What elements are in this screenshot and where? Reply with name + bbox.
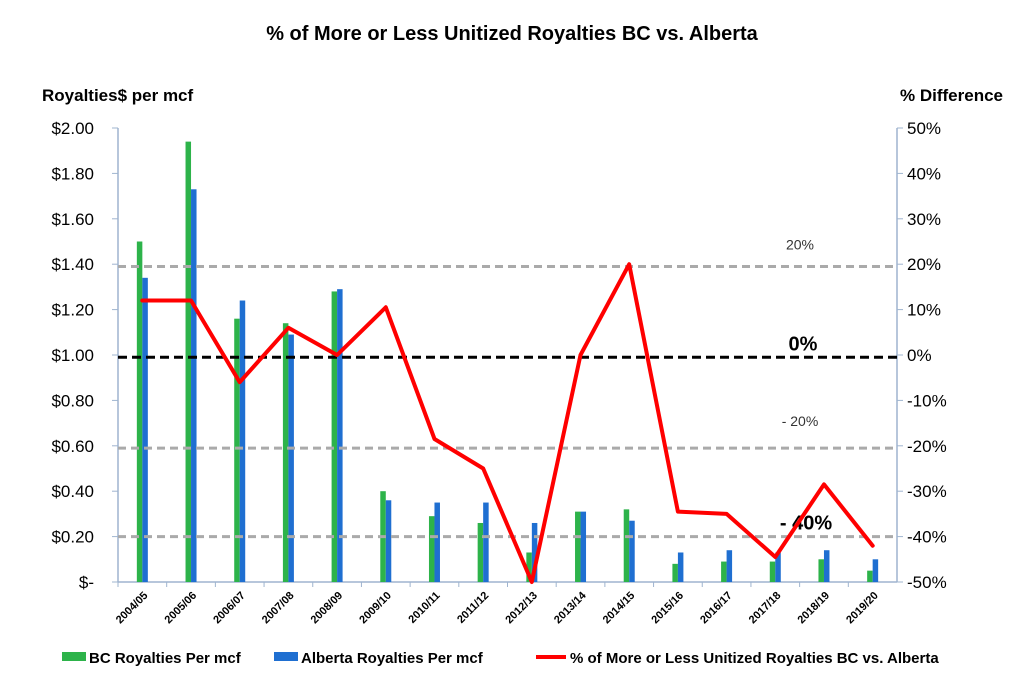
plot-area: $- $0.20 $0.40 $0.60 $0.80 $1.00 $1.20 $1.40 $1.…: [51, 119, 946, 626]
bar-alberta: [385, 500, 392, 582]
bar-alberta: [629, 520, 635, 582]
right-axis-title: % Difference: [900, 86, 1003, 105]
left-tick-label: $2.00: [51, 119, 94, 138]
x-tick-label: 2013/14: [552, 589, 589, 626]
legend-label: BC Royalties Per mcf: [89, 650, 242, 667]
right-tick-label: 50%: [907, 119, 941, 138]
right-tick-label: -40%: [907, 528, 947, 547]
x-tick-label: 2004/05: [114, 590, 151, 627]
bar-bc: [575, 511, 581, 582]
bar-alberta: [726, 550, 733, 582]
bar-bc: [331, 291, 338, 582]
bar-bc: [721, 561, 727, 582]
bar-alberta: [823, 550, 830, 582]
legend-swatch: [62, 652, 86, 661]
right-tick-label: 40%: [907, 164, 941, 183]
x-tick-label: 2019/20: [844, 590, 881, 627]
x-tick-label: 2015/16: [649, 590, 686, 627]
bar-alberta: [872, 559, 879, 582]
bar-bc: [136, 241, 143, 582]
left-tick-label: $0.20: [51, 528, 94, 547]
bar-bc: [672, 563, 678, 582]
x-tick-label: 2016/17: [698, 590, 735, 627]
left-tick-label: $1.40: [51, 255, 94, 274]
left-tick-label: $1.80: [51, 164, 94, 183]
bar-alberta: [580, 511, 587, 582]
right-tick-label: 30%: [907, 210, 941, 229]
bar-bc: [526, 552, 532, 582]
left-tick-label: $0.40: [51, 482, 94, 501]
bar-alberta: [288, 334, 294, 582]
left-tick-label: $1.00: [51, 346, 94, 365]
percent-difference-line: [140, 262, 875, 584]
x-tick-label: 2007/08: [260, 590, 297, 627]
left-tick-label: $-: [79, 573, 94, 592]
x-tick-label: 2006/07: [211, 590, 248, 627]
bar-bc: [477, 522, 484, 582]
legend: BC Royalties Per mcf Alberta Royalties Pe…: [62, 650, 939, 667]
reference-line-label: 0%: [789, 333, 818, 355]
chart-title: % of More or Less Unitized Royalties BC …: [266, 23, 758, 45]
x-tick-label: 2009/10: [357, 590, 394, 627]
bar-alberta: [775, 552, 781, 582]
x-tick-label: 2008/09: [309, 590, 346, 627]
x-tick-label: 2014/15: [601, 590, 638, 627]
x-tick-label: 2005/06: [163, 590, 200, 627]
right-tick-label: -10%: [907, 391, 947, 410]
right-tick-label: 20%: [907, 255, 941, 274]
bar-alberta: [531, 522, 538, 582]
right-tick-label: -20%: [907, 437, 947, 456]
x-tick-label: 2012/13: [503, 590, 540, 627]
x-tick-label: 2010/11: [406, 590, 442, 626]
right-tick-label: -30%: [907, 482, 947, 501]
x-tick-label: 2017/18: [747, 590, 784, 627]
bar-alberta: [677, 552, 684, 582]
reference-line-label: - 20%: [782, 413, 819, 429]
x-tick-label: 2011/12: [455, 590, 491, 626]
bar-alberta: [483, 502, 489, 582]
bar-alberta: [434, 502, 440, 582]
reference-line-label: - 40%: [780, 513, 832, 535]
bar-alberta: [142, 277, 148, 582]
right-tick-label: 10%: [907, 301, 941, 320]
left-tick-label: $1.60: [51, 210, 94, 229]
bar-alberta: [191, 189, 197, 583]
left-tick-label: $0.80: [51, 391, 94, 410]
bar-bc: [185, 141, 192, 582]
left-tick-label: $1.20: [51, 301, 94, 320]
x-tick-label: 2018/19: [795, 590, 832, 627]
bar-bc: [818, 559, 824, 582]
bar-bc: [769, 561, 776, 582]
reference-line-label: 20%: [786, 236, 814, 252]
bar-bc: [623, 509, 630, 582]
bar-bc: [282, 323, 289, 582]
bar-alberta: [337, 289, 343, 582]
reference-lines: [118, 264, 897, 539]
legend-swatch: [274, 652, 298, 661]
bar-alberta: [239, 300, 246, 582]
bar-bc: [867, 570, 873, 582]
bar-bc: [428, 516, 435, 582]
left-axis-title: Royalties$ per mcf: [42, 86, 194, 105]
right-tick-label: 0%: [907, 346, 932, 365]
left-tick-label: $0.60: [51, 437, 94, 456]
legend-label: % of More or Less Unitized Royalties BC …: [570, 650, 939, 667]
legend-label: Alberta Royalties Per mcf: [301, 650, 484, 667]
right-tick-label: -50%: [907, 573, 947, 592]
bar-bc: [234, 318, 240, 582]
